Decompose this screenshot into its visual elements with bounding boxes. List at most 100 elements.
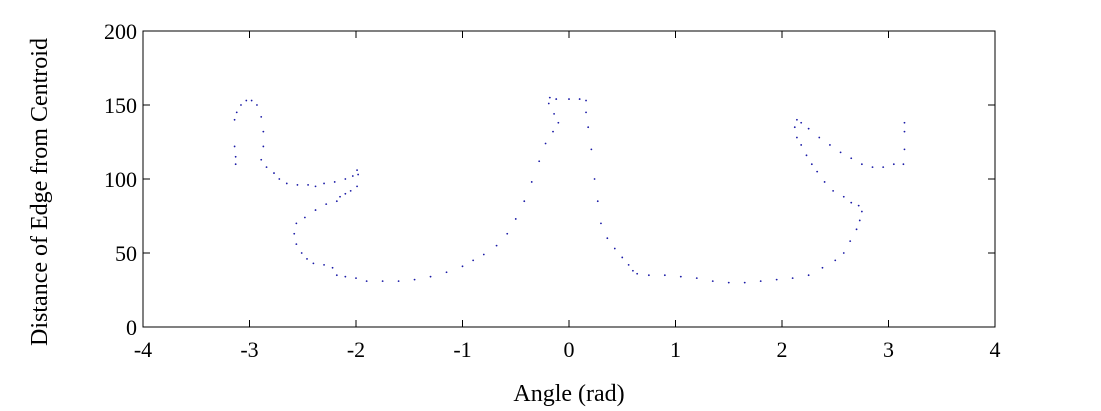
data-point bbox=[578, 98, 581, 100]
data-point bbox=[596, 200, 599, 203]
data-point bbox=[495, 244, 498, 247]
data-point bbox=[293, 232, 296, 235]
x-tick-label: 3 bbox=[883, 337, 894, 362]
data-point bbox=[613, 247, 616, 250]
axis-ticks bbox=[142, 30, 996, 328]
data-point bbox=[296, 184, 299, 186]
data-point bbox=[351, 175, 354, 177]
y-axis-label: Distance of Edge from Centroid bbox=[27, 38, 53, 346]
data-point bbox=[903, 121, 906, 124]
data-point bbox=[355, 277, 357, 280]
data-point bbox=[482, 253, 485, 256]
data-point bbox=[593, 178, 596, 180]
data-point bbox=[902, 163, 905, 166]
data-point bbox=[306, 258, 308, 260]
data-point bbox=[775, 278, 778, 281]
data-point bbox=[445, 271, 448, 274]
data-point bbox=[357, 173, 360, 176]
data-point bbox=[250, 99, 253, 102]
x-axis-label: Angle (rad) bbox=[513, 381, 624, 407]
data-point bbox=[544, 142, 547, 145]
data-point bbox=[356, 185, 358, 188]
data-point bbox=[860, 163, 863, 166]
data-point bbox=[314, 209, 317, 211]
data-point bbox=[606, 237, 609, 240]
data-point bbox=[632, 269, 634, 272]
data-point bbox=[816, 170, 819, 173]
data-point bbox=[303, 216, 306, 219]
data-point bbox=[553, 112, 555, 115]
data-point bbox=[514, 218, 517, 220]
data-point bbox=[365, 280, 368, 283]
data-point bbox=[810, 163, 813, 166]
data-point bbox=[344, 192, 347, 195]
data-series bbox=[233, 96, 906, 284]
data-point bbox=[295, 222, 298, 225]
data-point bbox=[333, 181, 336, 183]
x-tick-label: -4 bbox=[134, 337, 152, 362]
data-point bbox=[711, 280, 714, 283]
data-point bbox=[548, 96, 551, 99]
data-point bbox=[312, 262, 315, 265]
y-tick-label: 100 bbox=[104, 167, 137, 192]
data-point bbox=[842, 195, 845, 198]
data-point bbox=[260, 115, 263, 118]
data-point bbox=[506, 232, 509, 235]
data-point bbox=[823, 181, 826, 183]
data-point bbox=[839, 151, 842, 154]
data-point bbox=[663, 274, 666, 277]
data-point bbox=[285, 182, 288, 185]
data-point bbox=[829, 144, 831, 146]
data-point bbox=[647, 274, 650, 277]
data-point bbox=[260, 158, 263, 161]
x-tick-label: 1 bbox=[670, 337, 681, 362]
data-point bbox=[903, 130, 906, 133]
y-tick-label: 0 bbox=[126, 315, 137, 340]
data-point bbox=[331, 266, 334, 269]
data-point bbox=[796, 136, 798, 139]
data-point bbox=[818, 136, 821, 139]
data-point bbox=[547, 102, 550, 105]
data-point bbox=[523, 200, 526, 203]
data-point bbox=[323, 182, 325, 185]
data-point bbox=[807, 127, 810, 130]
data-point bbox=[413, 278, 416, 281]
data-point bbox=[530, 181, 533, 183]
data-point bbox=[695, 277, 698, 280]
y-tick-label: 50 bbox=[115, 241, 137, 266]
data-point bbox=[832, 189, 835, 192]
data-point bbox=[344, 275, 347, 278]
data-point bbox=[636, 272, 639, 275]
data-point bbox=[265, 166, 268, 169]
data-point bbox=[472, 259, 475, 262]
data-point bbox=[344, 178, 347, 180]
data-point bbox=[590, 148, 593, 151]
data-point bbox=[821, 266, 824, 269]
data-point bbox=[849, 240, 852, 243]
data-point bbox=[349, 189, 352, 192]
data-point bbox=[807, 274, 810, 277]
data-point bbox=[262, 130, 265, 133]
data-point bbox=[834, 259, 837, 262]
y-tick-label: 200 bbox=[104, 19, 137, 44]
data-point bbox=[262, 145, 265, 148]
data-point bbox=[233, 118, 236, 121]
data-point bbox=[587, 126, 590, 129]
x-tick-label: 2 bbox=[777, 337, 788, 362]
data-point bbox=[307, 184, 309, 186]
data-point bbox=[796, 118, 798, 121]
data-point bbox=[871, 166, 874, 169]
data-point bbox=[793, 126, 796, 129]
data-point bbox=[882, 166, 885, 169]
x-tick-label: -3 bbox=[240, 337, 258, 362]
data-point bbox=[278, 178, 281, 180]
data-point bbox=[857, 204, 860, 207]
x-tick-label: -2 bbox=[347, 337, 365, 362]
data-point bbox=[381, 280, 384, 283]
x-tick-label: -1 bbox=[453, 337, 471, 362]
data-point bbox=[234, 155, 237, 158]
data-point bbox=[325, 203, 328, 206]
data-point bbox=[552, 130, 554, 133]
data-point bbox=[800, 121, 803, 124]
